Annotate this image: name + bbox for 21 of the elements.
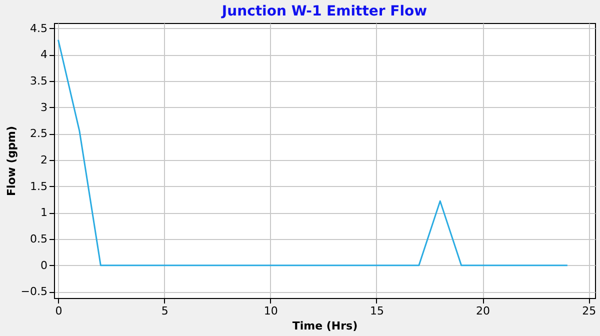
x-tick-label: 15 — [370, 304, 384, 318]
y-tick-label: 4.5 — [30, 22, 48, 35]
x-tick-label: 5 — [161, 304, 168, 318]
y-tick-label: 3 — [40, 100, 48, 114]
line-series — [57, 39, 568, 266]
y-tick-label: 0 — [40, 258, 48, 272]
x-tick-label: 10 — [264, 304, 278, 318]
x-tick-label: 25 — [582, 304, 596, 318]
y-tick-label: 1.5 — [30, 180, 48, 193]
y-tick-label: 1 — [40, 206, 48, 220]
y-tick-label: 2 — [40, 153, 48, 166]
y-tick-label: 2.5 — [30, 127, 48, 140]
x-tick-label: 20 — [476, 304, 490, 318]
chart-title: Junction W-1 Emitter Flow — [220, 3, 428, 20]
x-axis-title: Time (Hrs) — [292, 320, 358, 332]
y-tick-label: 3.5 — [30, 74, 48, 88]
y-tick-label: −0.5 — [20, 285, 48, 298]
y-tick-label: 0.5 — [30, 232, 48, 246]
y-axis-title: Flow (gpm) — [4, 126, 18, 196]
x-tick-label: 0 — [55, 304, 62, 318]
y-tick-label: 4 — [40, 48, 48, 62]
